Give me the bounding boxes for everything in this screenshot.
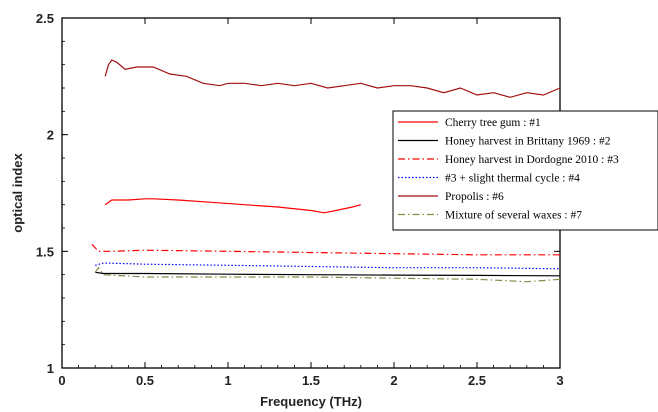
legend-label: Propolis : #6 <box>445 191 504 203</box>
legend-box <box>392 110 658 231</box>
x-tick-label: 2 <box>390 373 397 388</box>
y-tick-label: 1 <box>47 361 54 376</box>
ticks: 0 0.5 1 1.5 2 2.5 3 1 1.5 2 2.5 <box>36 11 564 388</box>
series-line-2 <box>95 271 561 277</box>
legend-label: Cherry tree gum : #1 <box>445 117 541 129</box>
x-axis-label: Frequency (THz) <box>260 394 362 409</box>
y-axis-label: optical index <box>10 153 25 233</box>
legend-label: Honey harvest in Dordogne 2010 : #3 <box>445 154 619 166</box>
y-tick-label: 2.5 <box>36 11 54 26</box>
y-tick-label: 1.5 <box>36 244 54 259</box>
y-tick-label: 2 <box>47 128 54 143</box>
legend-label: Mixture of several waxes : #7 <box>445 210 582 222</box>
series-line-4 <box>95 262 561 270</box>
series-line-1 <box>104 198 361 214</box>
x-tick-label: 2.5 <box>468 373 486 388</box>
legend: Cherry tree gum : #1 Honey harvest in Bri… <box>392 110 658 231</box>
legend-label: Honey harvest in Brittany 1969 : #2 <box>445 136 611 148</box>
x-tick-label: 3 <box>556 373 563 388</box>
series-line-5 <box>104 59 561 98</box>
series-line-6 <box>94 266 561 283</box>
x-tick-label: 0.5 <box>136 373 154 388</box>
legend-label: #3 + slight thermal cycle : #4 <box>445 173 580 185</box>
x-tick-label: 1 <box>224 373 231 388</box>
series-lines <box>91 59 561 283</box>
x-tick-label: 0 <box>58 373 65 388</box>
x-tick-label: 1.5 <box>302 373 320 388</box>
series-line-3 <box>91 243 560 256</box>
